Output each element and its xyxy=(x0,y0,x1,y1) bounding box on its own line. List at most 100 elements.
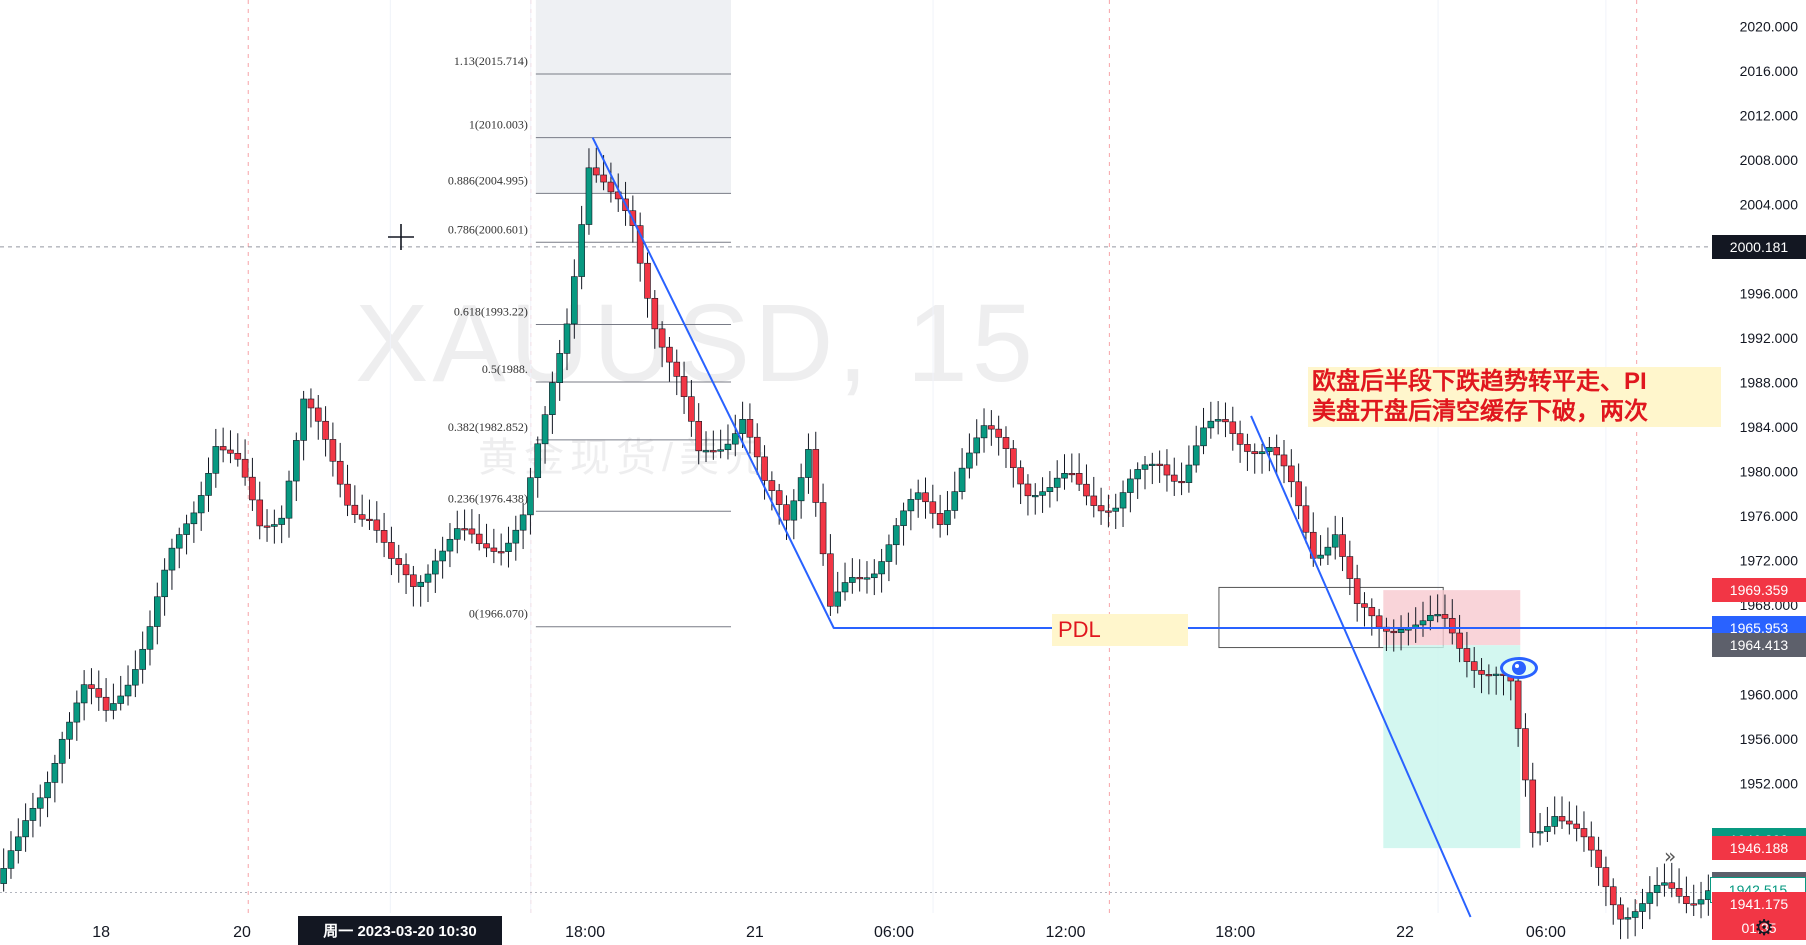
candle-body xyxy=(1214,419,1222,422)
candle-body xyxy=(1683,896,1690,905)
time-axis-label: 21 xyxy=(746,924,764,941)
candle-body xyxy=(234,452,242,460)
candle-body xyxy=(1551,816,1559,827)
candle-body xyxy=(849,577,856,583)
candle-body xyxy=(256,499,264,527)
gear-icon[interactable]: ⚙ xyxy=(1754,916,1774,941)
candle-body xyxy=(153,596,161,627)
candle-body xyxy=(58,738,66,764)
candle-body xyxy=(549,382,556,415)
candle-body xyxy=(1602,867,1610,888)
candle-body xyxy=(834,591,842,607)
candle-body xyxy=(1280,454,1288,467)
candle-body xyxy=(783,504,790,521)
candle-body xyxy=(410,574,417,587)
candle-body xyxy=(314,407,322,422)
candle-body xyxy=(527,477,534,516)
symbol-name-watermark: 黄金现货/美元 xyxy=(478,436,772,480)
fib-level-label: 0.786(2000.601) xyxy=(448,222,528,236)
candle-body xyxy=(329,439,337,462)
candle-body xyxy=(936,513,944,525)
candle-body xyxy=(7,850,15,869)
candle-body xyxy=(146,626,154,650)
candle-body xyxy=(73,702,81,723)
candle-body xyxy=(205,472,212,496)
candle-body xyxy=(1134,469,1141,480)
candle-body xyxy=(753,436,761,458)
candle-body xyxy=(1105,510,1112,513)
candle-body xyxy=(424,573,432,583)
pdl-label[interactable]: PDL xyxy=(1052,614,1188,646)
candle-body xyxy=(139,648,146,670)
candle-body xyxy=(1427,615,1434,622)
candle-body xyxy=(1361,603,1368,608)
candle-body xyxy=(336,460,344,485)
candle-body xyxy=(505,542,512,552)
candle-body xyxy=(1331,534,1339,548)
candle-body xyxy=(351,504,359,515)
candle-body xyxy=(1317,554,1324,559)
candle-body xyxy=(1075,473,1083,485)
price-axis-tick: 1996.000 xyxy=(1740,285,1799,301)
price-axis-tick: 1984.000 xyxy=(1740,419,1799,435)
candle-body xyxy=(1090,495,1098,506)
candle-body xyxy=(241,458,249,478)
candle-body xyxy=(746,419,754,438)
candle-body xyxy=(1595,849,1602,868)
candle-body xyxy=(797,477,805,502)
candle-body xyxy=(827,553,834,607)
candle-body xyxy=(293,440,300,482)
annotation-note[interactable]: 欧盘后半段下跌趋势转平走、PI 美盘开盘后清空缓存下破，两次 xyxy=(1308,367,1721,427)
candle-body xyxy=(1617,904,1624,920)
candle-body xyxy=(607,181,615,193)
candle-body xyxy=(212,446,220,474)
candle-body xyxy=(666,346,673,363)
candle-body xyxy=(366,518,373,521)
candle-body xyxy=(1463,648,1471,662)
candle-body xyxy=(80,684,88,704)
double-chevron-right-icon[interactable]: » xyxy=(1664,844,1677,868)
candle-body xyxy=(1229,421,1237,434)
eye-icon[interactable] xyxy=(1498,654,1540,682)
candle-body xyxy=(600,174,607,183)
candle-body xyxy=(885,544,893,562)
price-axis-bg xyxy=(1712,0,1806,945)
candle-body xyxy=(673,361,681,377)
candle-body xyxy=(1295,481,1302,507)
candle-body xyxy=(717,449,724,452)
candle-body xyxy=(1639,903,1646,912)
candle-body xyxy=(1397,629,1405,633)
candle-body xyxy=(1046,487,1054,492)
candle-body xyxy=(1163,464,1171,476)
candle-body xyxy=(688,396,695,422)
time-axis-label: 12:00 xyxy=(1046,924,1086,941)
candle-body xyxy=(1697,899,1705,905)
candle-body xyxy=(1244,444,1251,452)
candle-body xyxy=(702,450,710,453)
fib-level-label: 0.382(1982.852) xyxy=(448,420,528,434)
candle-body xyxy=(563,323,571,354)
candle-body xyxy=(1302,505,1310,533)
candle-body xyxy=(556,353,563,383)
trendline xyxy=(591,137,835,630)
note-line-1: 欧盘后半段下跌趋势转平走、PI xyxy=(1312,368,1647,395)
price-axis-tick: 1980.000 xyxy=(1740,464,1799,480)
price-axis-label: 1946.188 xyxy=(1712,836,1806,861)
candle-body xyxy=(1192,445,1200,466)
candle-body xyxy=(995,428,1002,438)
candle-body xyxy=(1609,886,1617,906)
candle-body xyxy=(66,721,73,740)
time-axis-label: 06:00 xyxy=(1526,924,1566,941)
candle-body xyxy=(1156,463,1163,466)
candle-body xyxy=(907,499,915,512)
candle-body xyxy=(863,577,871,580)
candle-body xyxy=(497,551,505,554)
candle-body xyxy=(651,297,659,330)
symbol-watermark: XAUUSD, 15 xyxy=(355,282,1037,405)
candle-body xyxy=(761,456,768,481)
candle-body xyxy=(1127,478,1134,493)
candle-body xyxy=(461,528,468,531)
candle-body xyxy=(944,510,951,525)
